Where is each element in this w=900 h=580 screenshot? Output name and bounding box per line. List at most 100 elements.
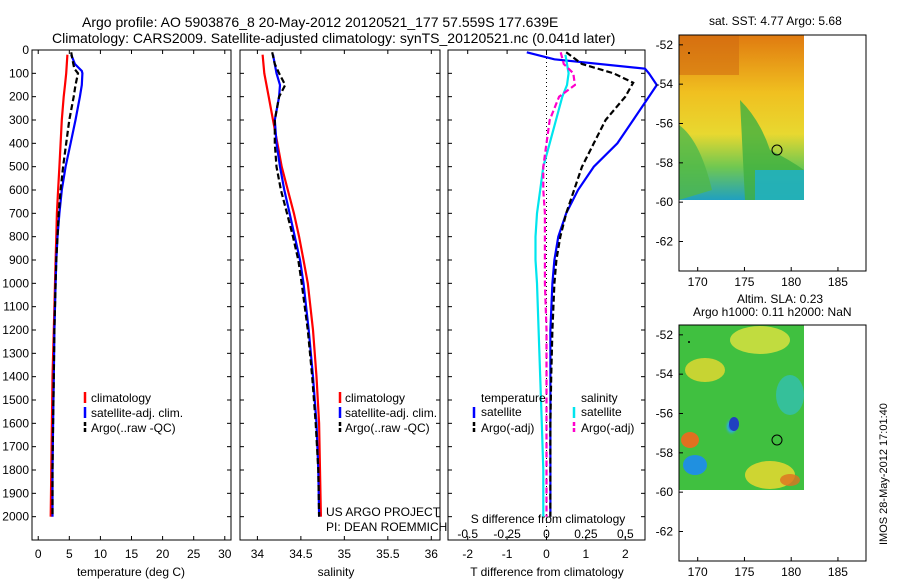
series-line	[549, 51, 635, 517]
lat-tick-label: -56	[656, 407, 674, 421]
x-tick-label: 35.5	[376, 547, 400, 561]
depth-tick-label: 500	[9, 160, 29, 174]
series-line	[271, 54, 321, 517]
legend-argo-label: Argo(..raw -QC)	[91, 421, 176, 435]
depth-tick-label: 400	[9, 136, 29, 150]
x-tick-label: 1	[583, 547, 590, 561]
project-credit: US ARGO PROJECT	[326, 505, 441, 519]
figure-title-line1: Argo profile: AO 5903876_8 20-May-2012 2…	[82, 14, 558, 30]
series-line	[261, 54, 322, 517]
x-tick-label: 2	[622, 547, 629, 561]
depth-tick-label: 200	[9, 90, 29, 104]
lat-tick-label: -54	[656, 367, 674, 381]
depth-tick-label: 1300	[2, 346, 29, 360]
s-tick-label: 0.25	[574, 527, 598, 541]
lon-tick-label: 185	[828, 565, 848, 579]
depth-tick-label: 1400	[2, 370, 29, 384]
depth-tick-label: 2000	[2, 510, 29, 524]
depth-tick-label: 1500	[2, 393, 29, 407]
depth-tick-label: 1000	[2, 276, 29, 290]
depth-tick-label: 1200	[2, 323, 29, 337]
lat-tick-label: -60	[656, 195, 674, 209]
x-tick-label: 30	[218, 547, 232, 561]
x-tick-label: -1	[502, 547, 513, 561]
x-tick-label: -2	[462, 547, 473, 561]
depth-tick-label: 100	[9, 66, 29, 80]
series-line	[271, 52, 321, 517]
series-line	[51, 52, 80, 517]
lat-tick-label: -54	[656, 77, 674, 91]
map-point	[688, 341, 690, 343]
sst-map-title: sat. SST: 4.77 Argo: 5.68	[709, 14, 842, 28]
axis-ticks: 0100200300400500600700800900100011001200…	[2, 43, 645, 561]
sla-low-core	[729, 417, 739, 431]
temperature-xlabel: temperature (deg C)	[77, 565, 185, 579]
difference-legend: temperature salinity satellite Argo(-adj…	[472, 391, 634, 435]
depth-tick-label: 1700	[2, 440, 29, 454]
series-line	[51, 54, 84, 517]
lat-tick-label: -58	[656, 446, 674, 460]
sst-cool-region	[679, 125, 712, 200]
s-tick-label: -0.25	[493, 527, 521, 541]
s-difference-label: S difference from climatology	[471, 512, 626, 526]
lon-tick-label: 170	[688, 565, 708, 579]
lon-tick-label: 170	[688, 275, 708, 289]
series-line	[542, 52, 577, 517]
s-tick-label: 0.5	[617, 527, 634, 541]
lon-tick-label: 175	[734, 275, 754, 289]
x-tick-label: 34.5	[289, 547, 313, 561]
x-tick-label: 0	[35, 547, 42, 561]
argo-location-marker	[771, 434, 783, 446]
argo-location-marker	[771, 144, 783, 156]
x-tick-label: 15	[125, 547, 139, 561]
lat-tick-label: -56	[656, 117, 674, 131]
sst-map-axes	[678, 34, 867, 272]
map-ticks: -52 -54 -56 -58 -60 -62 170 175 180 185 -52 -54 -56 -…	[656, 38, 849, 579]
legend-salinity-heading: salinity	[581, 391, 618, 405]
sla-low	[683, 455, 707, 475]
lat-tick-label: -62	[656, 235, 674, 249]
legend-satellite-label: satellite-adj. clim.	[345, 406, 437, 420]
depth-tick-label: 1100	[3, 300, 29, 314]
lat-tick-label: -62	[656, 525, 674, 539]
sla-map	[679, 325, 804, 490]
lon-tick-label: 175	[734, 565, 754, 579]
depth-tick-label: 1600	[2, 416, 29, 430]
depth-tick-label: 1900	[2, 486, 29, 500]
legend-t-argo-label: Argo(-adj)	[481, 421, 534, 435]
lon-tick-label: 180	[781, 565, 801, 579]
x-tick-label: 0	[543, 547, 550, 561]
depth-tick-label: 0	[22, 43, 29, 57]
x-tick-label: 36	[425, 547, 439, 561]
lat-tick-label: -52	[656, 38, 674, 52]
depth-tick-label: 300	[9, 113, 29, 127]
lon-tick-label: 180	[781, 275, 801, 289]
depth-tick-label: 900	[9, 253, 29, 267]
legend-argo-label: Argo(..raw -QC)	[345, 421, 430, 435]
map-point	[688, 52, 690, 54]
s-tick-label: -0.5	[457, 527, 478, 541]
figure-title-line2: Climatology: CARS2009. Satellite-adjuste…	[52, 30, 615, 46]
lon-tick-label: 185	[828, 275, 848, 289]
legend-climatology-label: climatology	[345, 391, 405, 405]
sla-map-subtitle: Argo h1000: 0.11 h2000: NaN	[693, 305, 852, 319]
legend-t-satellite-label: satellite	[481, 405, 522, 419]
sla-low	[776, 375, 804, 415]
x-tick-label: 34	[251, 547, 265, 561]
salinity-axes	[239, 49, 441, 541]
x-tick-label: 35	[338, 547, 352, 561]
legend-satellite-label: satellite-adj. clim.	[91, 406, 183, 420]
pi-credit: PI: DEAN ROEMMICH	[326, 520, 447, 534]
sst-cold-water	[755, 170, 804, 200]
depth-tick-label: 600	[9, 183, 29, 197]
lat-tick-label: -60	[656, 485, 674, 499]
sla-high	[730, 326, 790, 354]
sla-map-axes	[678, 324, 867, 562]
legend-s-argo-label: Argo(-adj)	[581, 421, 634, 435]
legend-climatology-label: climatology	[91, 391, 151, 405]
depth-tick-label: 1800	[2, 463, 29, 477]
legend-temperature-heading: temperature	[481, 391, 546, 405]
lat-tick-label: -58	[656, 156, 674, 170]
x-tick-label: 5	[66, 547, 73, 561]
